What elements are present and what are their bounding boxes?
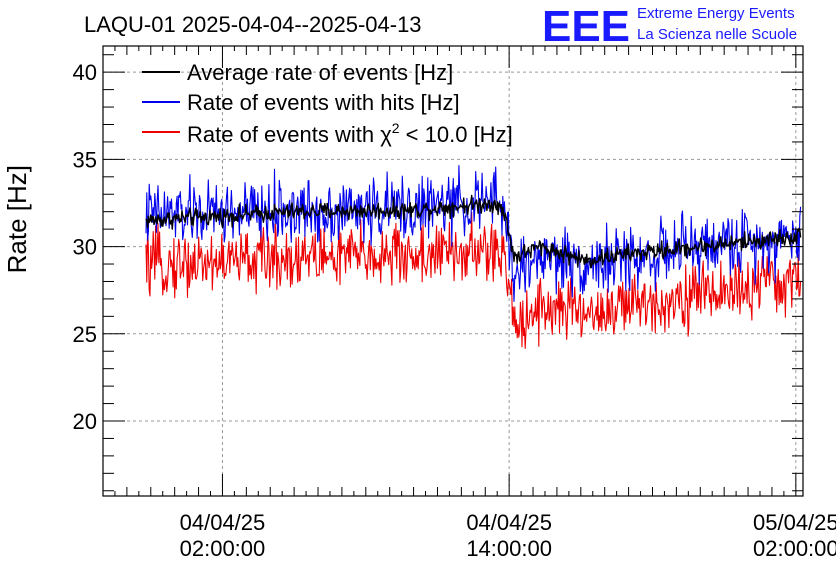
x-tick-label-date: 04/04/25 — [180, 510, 266, 535]
legend-label-average: Average rate of events [Hz] — [187, 60, 453, 85]
tick-marks — [103, 46, 803, 496]
y-axis-label: Rate [Hz] — [2, 165, 32, 273]
legend-label-chi2: Rate of events with χ2 < 10.0 [Hz] — [187, 120, 513, 147]
series-line-average — [145, 194, 802, 269]
eee-logo-line1: Extreme Energy Events — [637, 5, 795, 22]
x-tick-label-time: 02:00:00 — [753, 536, 836, 561]
y-tick-label: 20 — [73, 409, 97, 434]
eee-logo: EEE Extreme Energy Events La Scienza nel… — [542, 2, 797, 51]
legend-label-chi2-post: < 10.0 [Hz] — [400, 122, 513, 147]
series-line-hits — [145, 165, 802, 303]
axes — [102, 45, 804, 497]
y-tick-label: 25 — [73, 322, 97, 347]
tick-labels: 202530354004/04/2502:00:0004/04/2514:00:… — [73, 60, 836, 561]
legend-label-chi2-sup: 2 — [392, 120, 400, 136]
eee-logo-line2: La Scienza nelle Scuole — [637, 26, 797, 43]
y-tick-label: 30 — [73, 235, 97, 260]
legend-label-chi2-pre: Rate of events with χ — [187, 122, 392, 147]
y-tick-label: 40 — [73, 60, 97, 85]
x-tick-label-time: 02:00:00 — [180, 536, 266, 561]
plot-frame — [102, 45, 804, 497]
eee-logo-text: EEE — [542, 2, 630, 51]
x-tick-label-date: 05/04/25 — [753, 510, 836, 535]
x-tick-label-time: 14:00:00 — [466, 536, 552, 561]
y-tick-label: 35 — [73, 147, 97, 172]
legend-label-hits: Rate of events with hits [Hz] — [187, 90, 460, 115]
x-tick-label-date: 04/04/25 — [466, 510, 552, 535]
series-line-chi2 — [145, 211, 802, 349]
series-group — [145, 165, 802, 349]
legend: Average rate of events [Hz] Rate of even… — [142, 60, 513, 147]
chart-title: LAQU-01 2025-04-04--2025-04-13 — [84, 12, 422, 37]
